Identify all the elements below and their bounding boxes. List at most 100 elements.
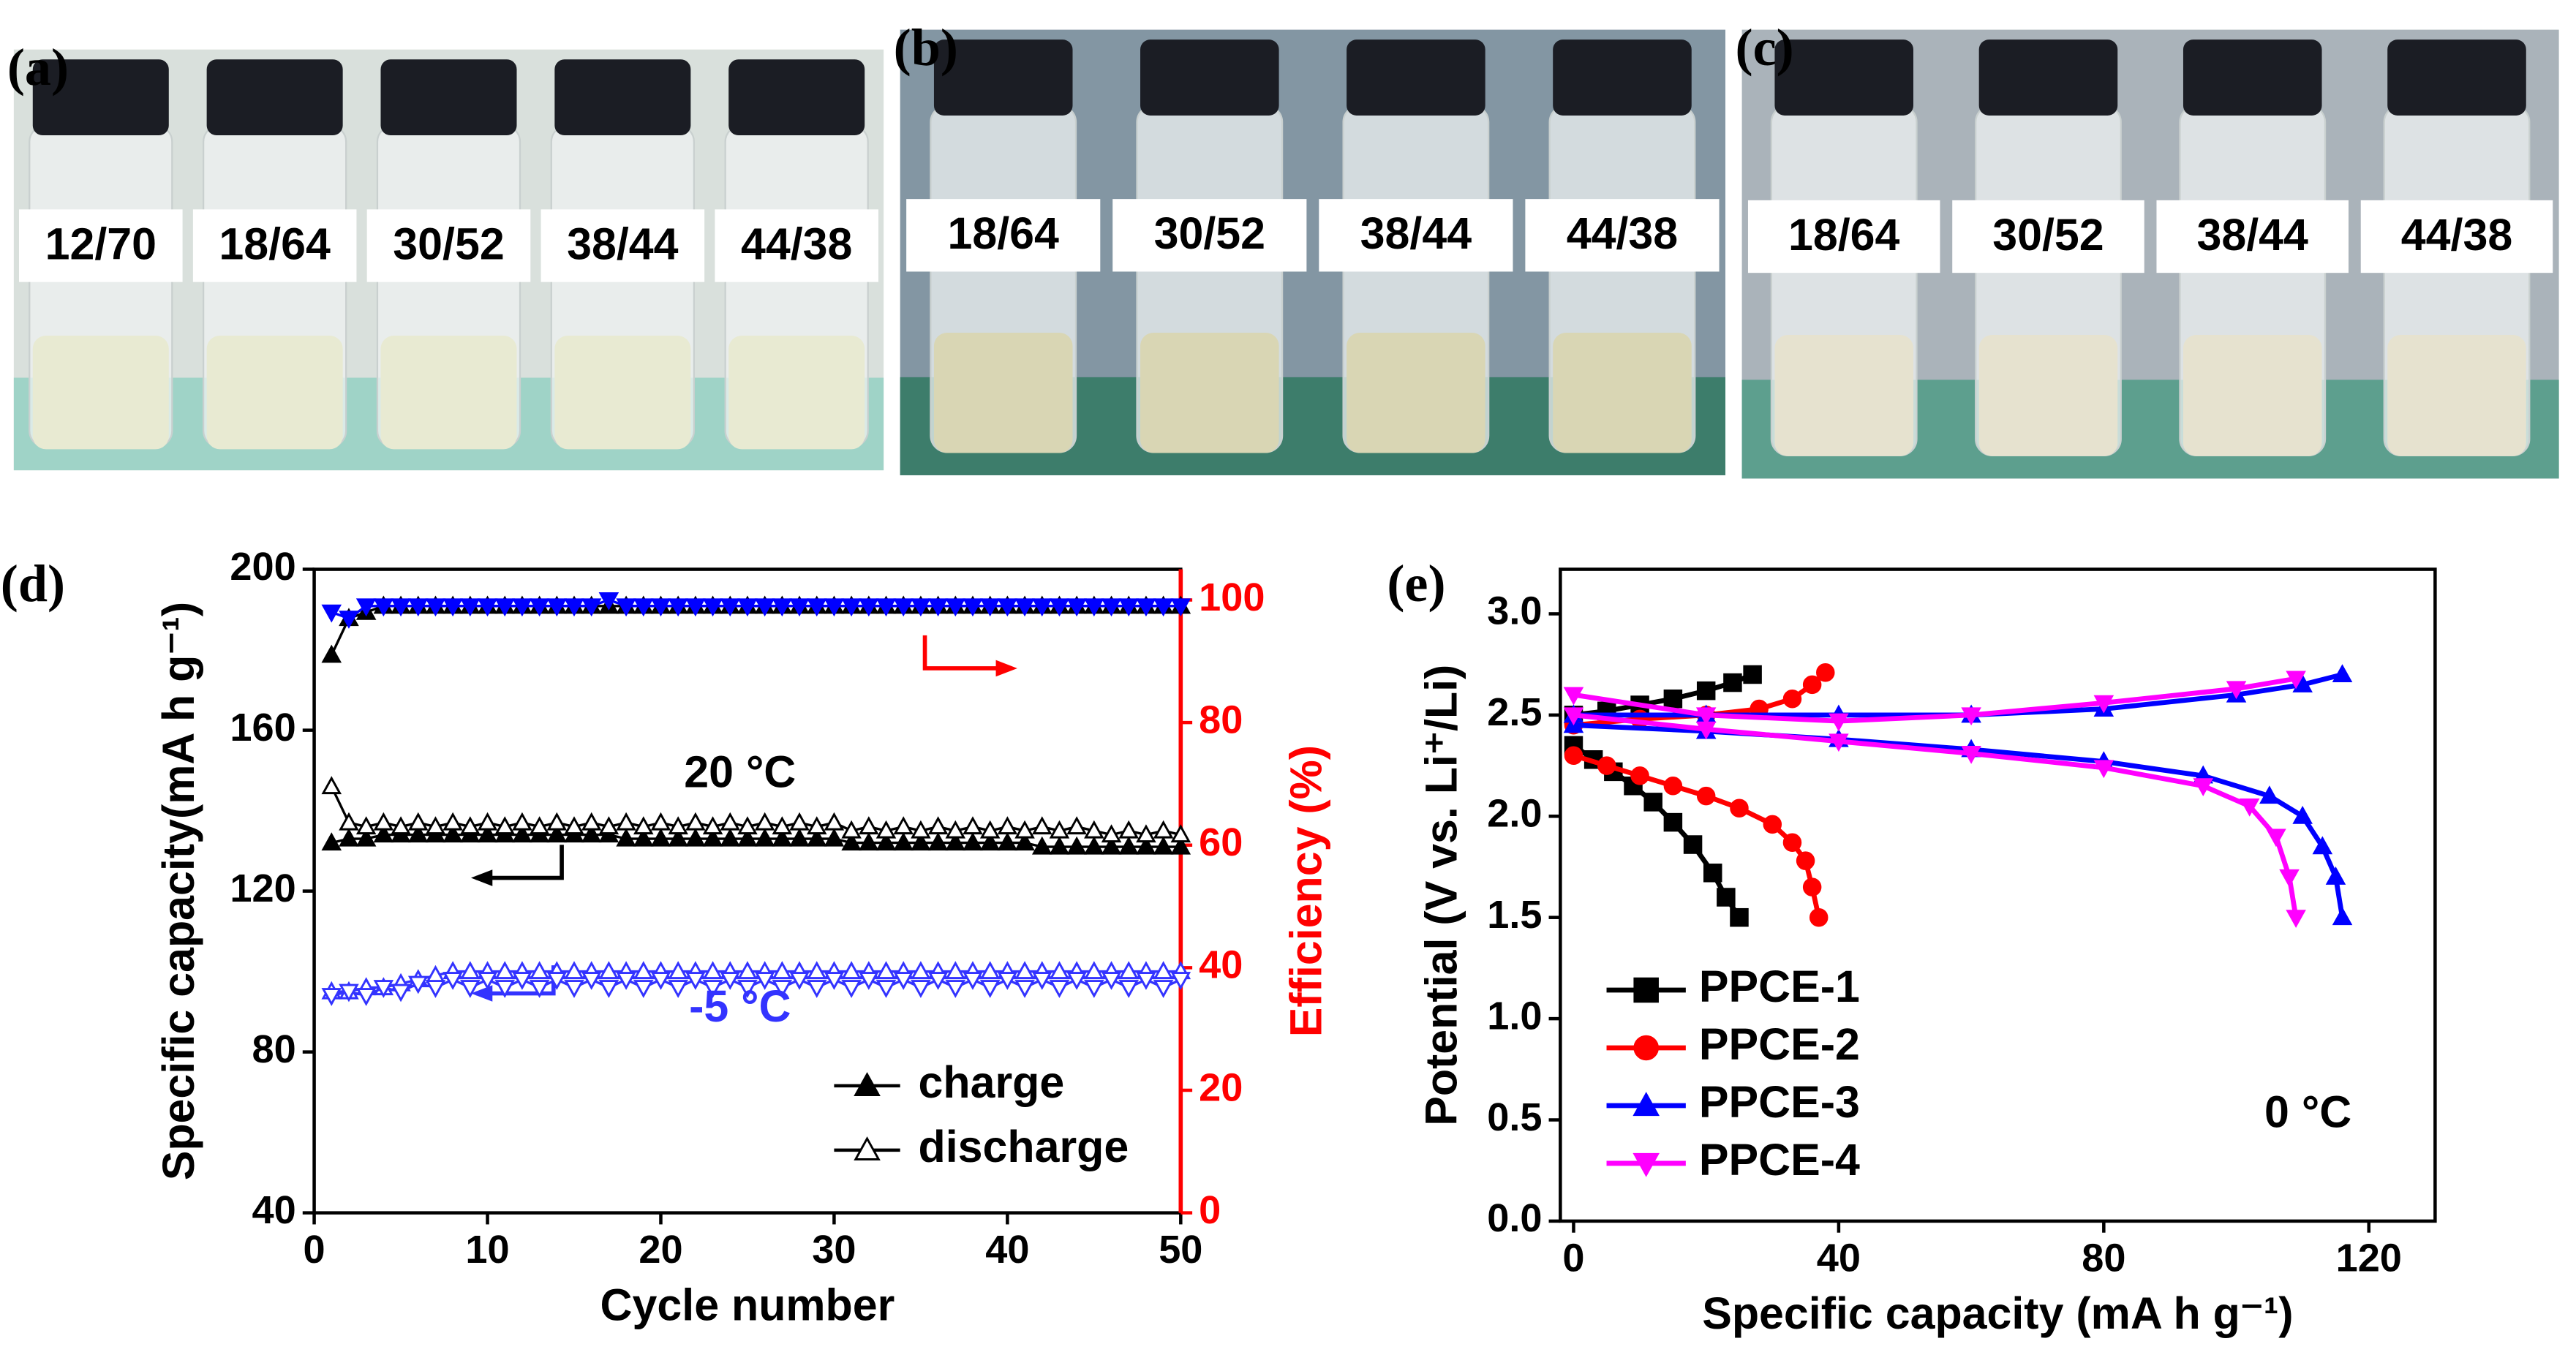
- marker: [945, 961, 966, 980]
- marker: [633, 816, 654, 835]
- bottle-label: 30/52: [393, 219, 504, 268]
- x-tick-label: 50: [1159, 1228, 1202, 1272]
- marker: [477, 812, 498, 831]
- bottle-cap: [1774, 39, 1913, 116]
- bottle-label-bg: [18, 209, 183, 282]
- marker: [754, 972, 775, 990]
- legend-label: PPCE-1: [1699, 962, 1860, 1011]
- marker: [2292, 805, 2313, 824]
- marker: [1743, 665, 1762, 684]
- marker: [1663, 689, 1683, 709]
- bottle-label-bg: [2156, 200, 2349, 273]
- marker: [355, 816, 377, 835]
- marker: [2325, 866, 2346, 885]
- marker: [1695, 707, 1717, 726]
- marker: [772, 816, 793, 835]
- marker: [598, 980, 619, 998]
- marker: [754, 812, 775, 831]
- marker: [963, 832, 983, 851]
- marker: [1170, 972, 1191, 990]
- marker: [997, 816, 1018, 835]
- marker: [979, 961, 1001, 980]
- y2-tick-label: 80: [1199, 698, 1243, 741]
- marker: [407, 975, 429, 994]
- marker: [529, 816, 550, 835]
- y-tick-label: 2.5: [1487, 690, 1542, 734]
- marker: [373, 598, 394, 617]
- y-axis-label: Potential (V vs. Li⁺/Li): [1416, 665, 1466, 1126]
- marker: [1563, 687, 1584, 706]
- marker: [598, 961, 619, 980]
- legend-label: PPCE-3: [1699, 1077, 1860, 1127]
- marker: [1066, 816, 1087, 835]
- marker: [841, 980, 862, 998]
- bottle-cap: [1553, 39, 1692, 116]
- marker: [529, 598, 550, 617]
- bottle-cap: [1140, 39, 1279, 116]
- marker: [1049, 980, 1070, 998]
- marker: [633, 980, 654, 998]
- marker: [546, 812, 568, 831]
- marker: [1101, 836, 1122, 855]
- marker: [1816, 662, 1835, 682]
- x-tick-label: 80: [2082, 1236, 2125, 1280]
- marker: [1031, 816, 1052, 835]
- marker: [963, 598, 983, 617]
- marker: [1730, 798, 1749, 818]
- bottle-cap: [32, 59, 169, 136]
- panel-label: (c): [1736, 18, 1794, 77]
- marker: [2193, 778, 2214, 797]
- bottle-label: 12/70: [45, 219, 157, 268]
- marker: [1084, 961, 1104, 980]
- bottle-label-bg: [541, 209, 705, 282]
- marker: [442, 824, 463, 843]
- marker: [546, 824, 568, 843]
- marker: [1630, 766, 1649, 785]
- marker: [355, 598, 377, 617]
- marker: [945, 980, 966, 998]
- marker: [702, 980, 723, 998]
- marker: [1597, 756, 1616, 775]
- marker: [581, 598, 602, 617]
- marker: [754, 828, 775, 847]
- bottle-label: 38/44: [2197, 210, 2309, 260]
- arrow: [475, 845, 564, 880]
- marker: [1802, 675, 1822, 695]
- y2-tick-label: 20: [1199, 1065, 1243, 1109]
- marker: [927, 816, 949, 835]
- marker: [702, 598, 723, 617]
- marker: [963, 972, 983, 990]
- marker: [650, 812, 671, 831]
- marker: [685, 812, 706, 831]
- y-tick-label: 1.0: [1487, 994, 1542, 1038]
- marker: [854, 1136, 881, 1160]
- marker: [737, 598, 758, 617]
- marker: [1632, 1152, 1660, 1177]
- bottle-label: 44/38: [1567, 208, 1678, 258]
- marker: [581, 812, 602, 831]
- marker: [407, 824, 429, 843]
- bottle-liquid: [1774, 335, 1913, 456]
- marker: [1049, 836, 1070, 855]
- marker: [875, 598, 897, 617]
- marker: [1084, 836, 1104, 855]
- y-tick-label: 0.5: [1487, 1095, 1542, 1139]
- marker: [841, 961, 862, 980]
- marker: [616, 812, 636, 831]
- bottle-label-bg: [1952, 200, 2144, 273]
- marker: [720, 828, 741, 847]
- marker: [1643, 793, 1662, 812]
- marker: [512, 972, 532, 990]
- marker: [391, 816, 411, 835]
- marker: [1031, 972, 1052, 990]
- marker: [754, 598, 775, 617]
- marker: [321, 988, 342, 1006]
- marker: [702, 828, 723, 847]
- marker: [442, 972, 463, 990]
- marker: [737, 816, 758, 835]
- marker: [1014, 820, 1035, 839]
- marker: [979, 598, 1001, 617]
- marker: [720, 812, 741, 831]
- marker: [668, 980, 688, 998]
- marker: [911, 980, 931, 998]
